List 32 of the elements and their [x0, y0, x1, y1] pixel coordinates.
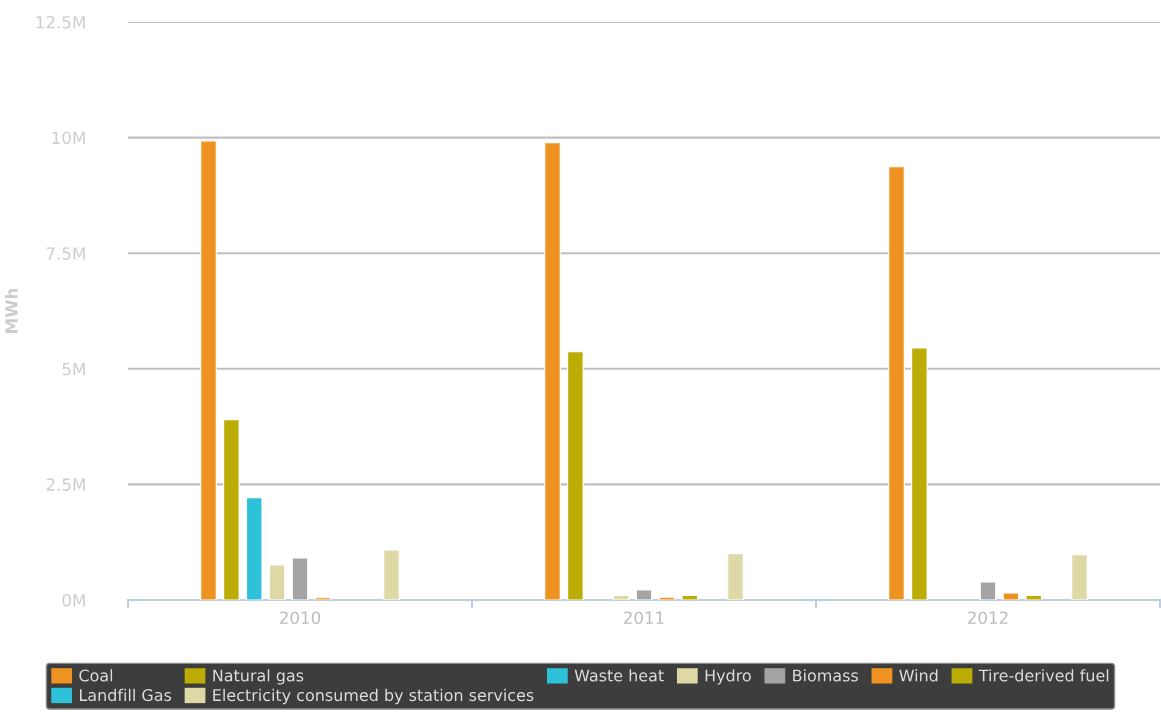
bar — [658, 596, 676, 600]
x-tick-label: 2010 — [280, 611, 321, 625]
bar — [544, 142, 561, 600]
bar — [681, 594, 699, 600]
legend-label: Landfill Gas — [79, 688, 172, 702]
bar — [612, 594, 630, 600]
bar — [1002, 592, 1020, 600]
bar — [1025, 594, 1043, 600]
bar — [268, 564, 286, 600]
bar — [245, 497, 263, 600]
x-tick-label: 2012 — [968, 611, 1008, 625]
bar — [223, 419, 240, 600]
bar — [291, 557, 309, 600]
legend-label: Wind — [899, 669, 938, 682]
legend-label: Waste heat — [574, 669, 664, 682]
bar — [727, 553, 744, 600]
bar — [911, 347, 928, 600]
legend-label: Hydro — [705, 669, 751, 685]
bar — [567, 351, 584, 600]
legend-label: Coal — [79, 669, 113, 682]
bar — [979, 581, 997, 600]
bar — [200, 140, 217, 600]
bar — [1071, 554, 1088, 600]
bar — [635, 589, 653, 600]
legend-label: Electricity consumed by station services — [213, 688, 534, 705]
x-tick-label: 2011 — [624, 611, 664, 625]
bar — [383, 549, 400, 600]
bar — [888, 166, 905, 600]
legend-label: Natural gas — [213, 669, 304, 685]
legend-label: Biomass — [793, 669, 858, 682]
bar — [314, 597, 332, 600]
legend-label: Tire-derived fuel — [978, 669, 1109, 682]
